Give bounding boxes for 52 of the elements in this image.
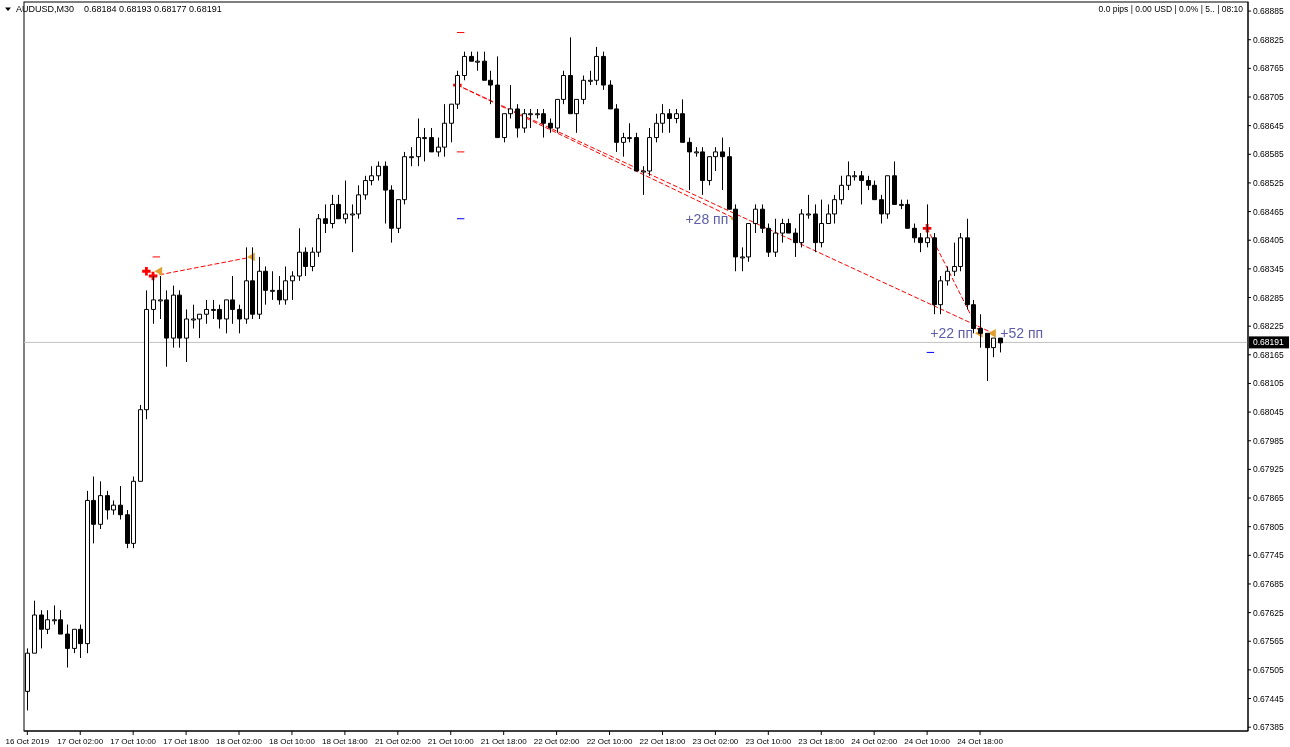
series-label: +52 пп <box>1000 325 1044 342</box>
y-tick-label: 0.67625 <box>1253 607 1284 618</box>
y-tick-label: 0.68825 <box>1253 34 1284 45</box>
y-tick-label: 0.68165 <box>1253 349 1284 360</box>
series-label: +22 пп <box>930 325 974 342</box>
y-tick-label: 0.68345 <box>1253 263 1284 274</box>
x-tick-label: 22 Oct 10:00 <box>586 736 633 746</box>
x-tick-label: 18 Oct 02:00 <box>216 736 263 746</box>
x-tick-label: 21 Oct 18:00 <box>480 736 528 746</box>
x-tick-label: 21 Oct 02:00 <box>374 736 422 746</box>
series-label: +28 пп <box>685 210 729 227</box>
y-tick-label: 0.67925 <box>1253 464 1284 475</box>
y-tick-label: 0.67385 <box>1253 722 1284 733</box>
x-tick-label: 21 Oct 10:00 <box>427 736 475 746</box>
y-tick-label: 0.68765 <box>1253 63 1284 74</box>
y-tick-label: 0.67805 <box>1253 521 1284 532</box>
x-tick-label: 23 Oct 10:00 <box>745 736 792 746</box>
y-tick-label: 0.68105 <box>1253 378 1284 389</box>
x-tick-label: 17 Oct 18:00 <box>163 736 210 746</box>
y-tick-label: 0.68405 <box>1253 235 1284 246</box>
y-tick-label: 0.68225 <box>1253 321 1284 332</box>
chart-subtitle: 0.68184 0.68193 0.68177 0.68191 <box>84 4 222 14</box>
y-tick-label: 0.68525 <box>1253 177 1284 188</box>
y-tick-label: 0.68465 <box>1253 206 1284 217</box>
x-tick-label: 18 Oct 10:00 <box>269 736 316 746</box>
y-tick-label: 0.67865 <box>1253 493 1284 504</box>
y-tick-label: 0.67685 <box>1253 578 1284 589</box>
x-tick-label: 16 Oct 2019 <box>5 736 50 746</box>
y-tick-label: 0.68585 <box>1253 149 1284 160</box>
annotation: 0.0 pips | 0.00 USD | 0.0% | 5.. | 08:10 <box>1098 4 1244 14</box>
y-tick-label: 0.68885 <box>1253 6 1284 17</box>
y-tick-label: 0.67985 <box>1253 435 1284 446</box>
x-tick-label: 24 Oct 10:00 <box>904 736 951 746</box>
x-tick-label: 17 Oct 10:00 <box>110 736 157 746</box>
y-tick-label: 0.67745 <box>1253 550 1284 561</box>
x-tick-label: 17 Oct 02:00 <box>57 736 104 746</box>
x-tick-label: 23 Oct 18:00 <box>798 736 845 746</box>
x-tick-label: 18 Oct 18:00 <box>321 736 369 746</box>
x-tick-label: 24 Oct 02:00 <box>851 736 898 746</box>
y-tick-label: 0.68705 <box>1253 92 1284 102</box>
y-tick-label: 0.67445 <box>1253 693 1284 704</box>
x-tick-label: 24 Oct 18:00 <box>957 736 1004 746</box>
y-tick-label: 0.68285 <box>1253 292 1284 303</box>
y-tick-label: 0.68645 <box>1253 120 1284 131</box>
y-tick-label: 0.67505 <box>1253 664 1284 675</box>
y-tick-label: 0.67565 <box>1253 636 1284 647</box>
x-tick-label: 22 Oct 02:00 <box>533 736 581 746</box>
y-tick-label: 0.68045 <box>1253 407 1284 418</box>
x-tick-label: 23 Oct 02:00 <box>692 736 739 746</box>
ref-line-label: 0.68191 <box>1253 337 1284 348</box>
x-tick-label: 22 Oct 18:00 <box>639 736 686 746</box>
chart-title: AUDUSD,M30 <box>16 4 75 14</box>
